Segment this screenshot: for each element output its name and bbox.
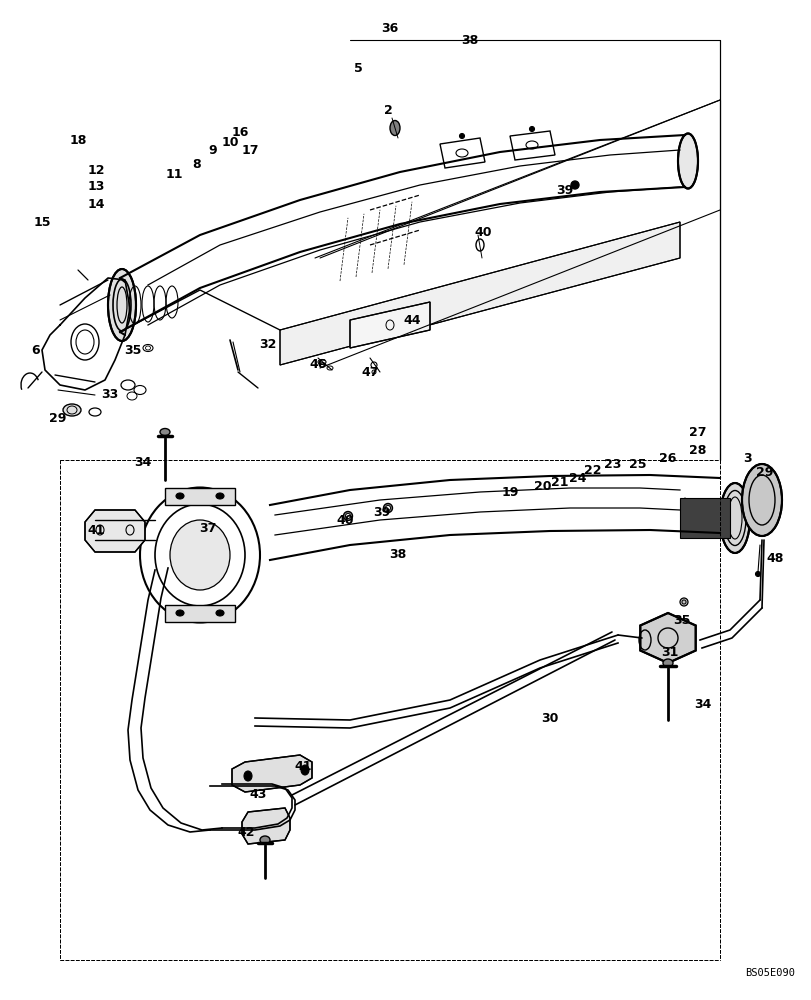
Text: 35: 35 — [672, 613, 690, 626]
Text: 15: 15 — [33, 216, 50, 229]
Text: 13: 13 — [88, 180, 105, 194]
Polygon shape — [350, 302, 430, 348]
Text: 26: 26 — [659, 452, 676, 464]
Polygon shape — [242, 808, 290, 844]
Polygon shape — [640, 613, 695, 663]
Text: BS05E090: BS05E090 — [744, 968, 794, 978]
Ellipse shape — [260, 836, 270, 844]
Ellipse shape — [529, 126, 534, 131]
Ellipse shape — [63, 404, 81, 416]
Ellipse shape — [475, 239, 483, 251]
Text: 18: 18 — [69, 133, 87, 146]
Text: 33: 33 — [101, 388, 118, 401]
Text: 22: 22 — [584, 464, 601, 477]
Text: 12: 12 — [87, 163, 105, 176]
Text: 16: 16 — [231, 125, 248, 138]
Text: 28: 28 — [689, 444, 706, 456]
Polygon shape — [280, 222, 679, 365]
Ellipse shape — [754, 572, 760, 576]
Text: 14: 14 — [87, 198, 105, 212]
Ellipse shape — [169, 520, 230, 590]
Text: 41: 41 — [87, 524, 105, 536]
Text: 40: 40 — [336, 514, 354, 526]
Text: 38: 38 — [389, 548, 406, 562]
Text: 32: 32 — [259, 338, 277, 352]
Ellipse shape — [663, 659, 672, 667]
Ellipse shape — [371, 362, 376, 368]
Polygon shape — [165, 488, 234, 505]
Text: 34: 34 — [693, 698, 710, 712]
Text: 31: 31 — [660, 646, 678, 658]
Ellipse shape — [677, 133, 697, 188]
Ellipse shape — [389, 120, 400, 135]
Text: 21: 21 — [551, 476, 568, 488]
Text: 46: 46 — [309, 359, 326, 371]
Text: 8: 8 — [192, 158, 201, 172]
Text: 23: 23 — [603, 458, 621, 471]
Ellipse shape — [459, 133, 464, 138]
Text: 39: 39 — [556, 184, 573, 196]
Text: 29: 29 — [755, 466, 773, 479]
Ellipse shape — [216, 610, 224, 616]
Text: 10: 10 — [221, 135, 238, 148]
Text: 34: 34 — [134, 456, 152, 468]
Ellipse shape — [383, 504, 392, 512]
Ellipse shape — [345, 514, 350, 518]
Ellipse shape — [301, 765, 309, 775]
Text: 29: 29 — [49, 412, 67, 424]
Text: 37: 37 — [199, 522, 217, 534]
Ellipse shape — [679, 598, 687, 606]
Text: 40: 40 — [474, 226, 491, 238]
Ellipse shape — [741, 464, 781, 536]
Text: 25: 25 — [629, 458, 646, 472]
Text: 35: 35 — [124, 344, 141, 357]
Polygon shape — [165, 605, 234, 622]
Text: 42: 42 — [237, 826, 255, 838]
Text: 41: 41 — [294, 760, 311, 772]
Text: 24: 24 — [569, 472, 586, 485]
Text: 5: 5 — [353, 62, 362, 75]
Text: 6: 6 — [32, 344, 41, 357]
Text: 43: 43 — [249, 788, 266, 800]
Text: 20: 20 — [534, 480, 551, 492]
Text: 27: 27 — [689, 426, 706, 438]
Text: 9: 9 — [208, 143, 217, 156]
Text: 17: 17 — [241, 143, 259, 156]
Ellipse shape — [243, 771, 251, 781]
Polygon shape — [679, 498, 729, 538]
Ellipse shape — [456, 149, 467, 157]
Text: 38: 38 — [461, 33, 478, 46]
Ellipse shape — [526, 141, 538, 149]
Ellipse shape — [176, 610, 184, 616]
Text: 48: 48 — [766, 552, 783, 564]
Text: 47: 47 — [361, 365, 378, 378]
Text: 39: 39 — [373, 506, 390, 518]
Text: 30: 30 — [541, 712, 558, 724]
Text: 36: 36 — [381, 21, 398, 34]
Ellipse shape — [176, 493, 184, 499]
Text: 2: 2 — [383, 104, 392, 116]
Ellipse shape — [216, 493, 224, 499]
Text: 3: 3 — [743, 452, 751, 464]
Ellipse shape — [108, 269, 135, 341]
Ellipse shape — [343, 512, 352, 520]
Ellipse shape — [570, 181, 578, 189]
Text: 11: 11 — [165, 168, 182, 182]
Polygon shape — [232, 755, 311, 792]
Text: 19: 19 — [500, 486, 518, 498]
Ellipse shape — [719, 483, 749, 553]
Text: 44: 44 — [403, 314, 420, 326]
Ellipse shape — [160, 428, 169, 436]
Polygon shape — [85, 510, 145, 552]
Ellipse shape — [385, 506, 390, 510]
